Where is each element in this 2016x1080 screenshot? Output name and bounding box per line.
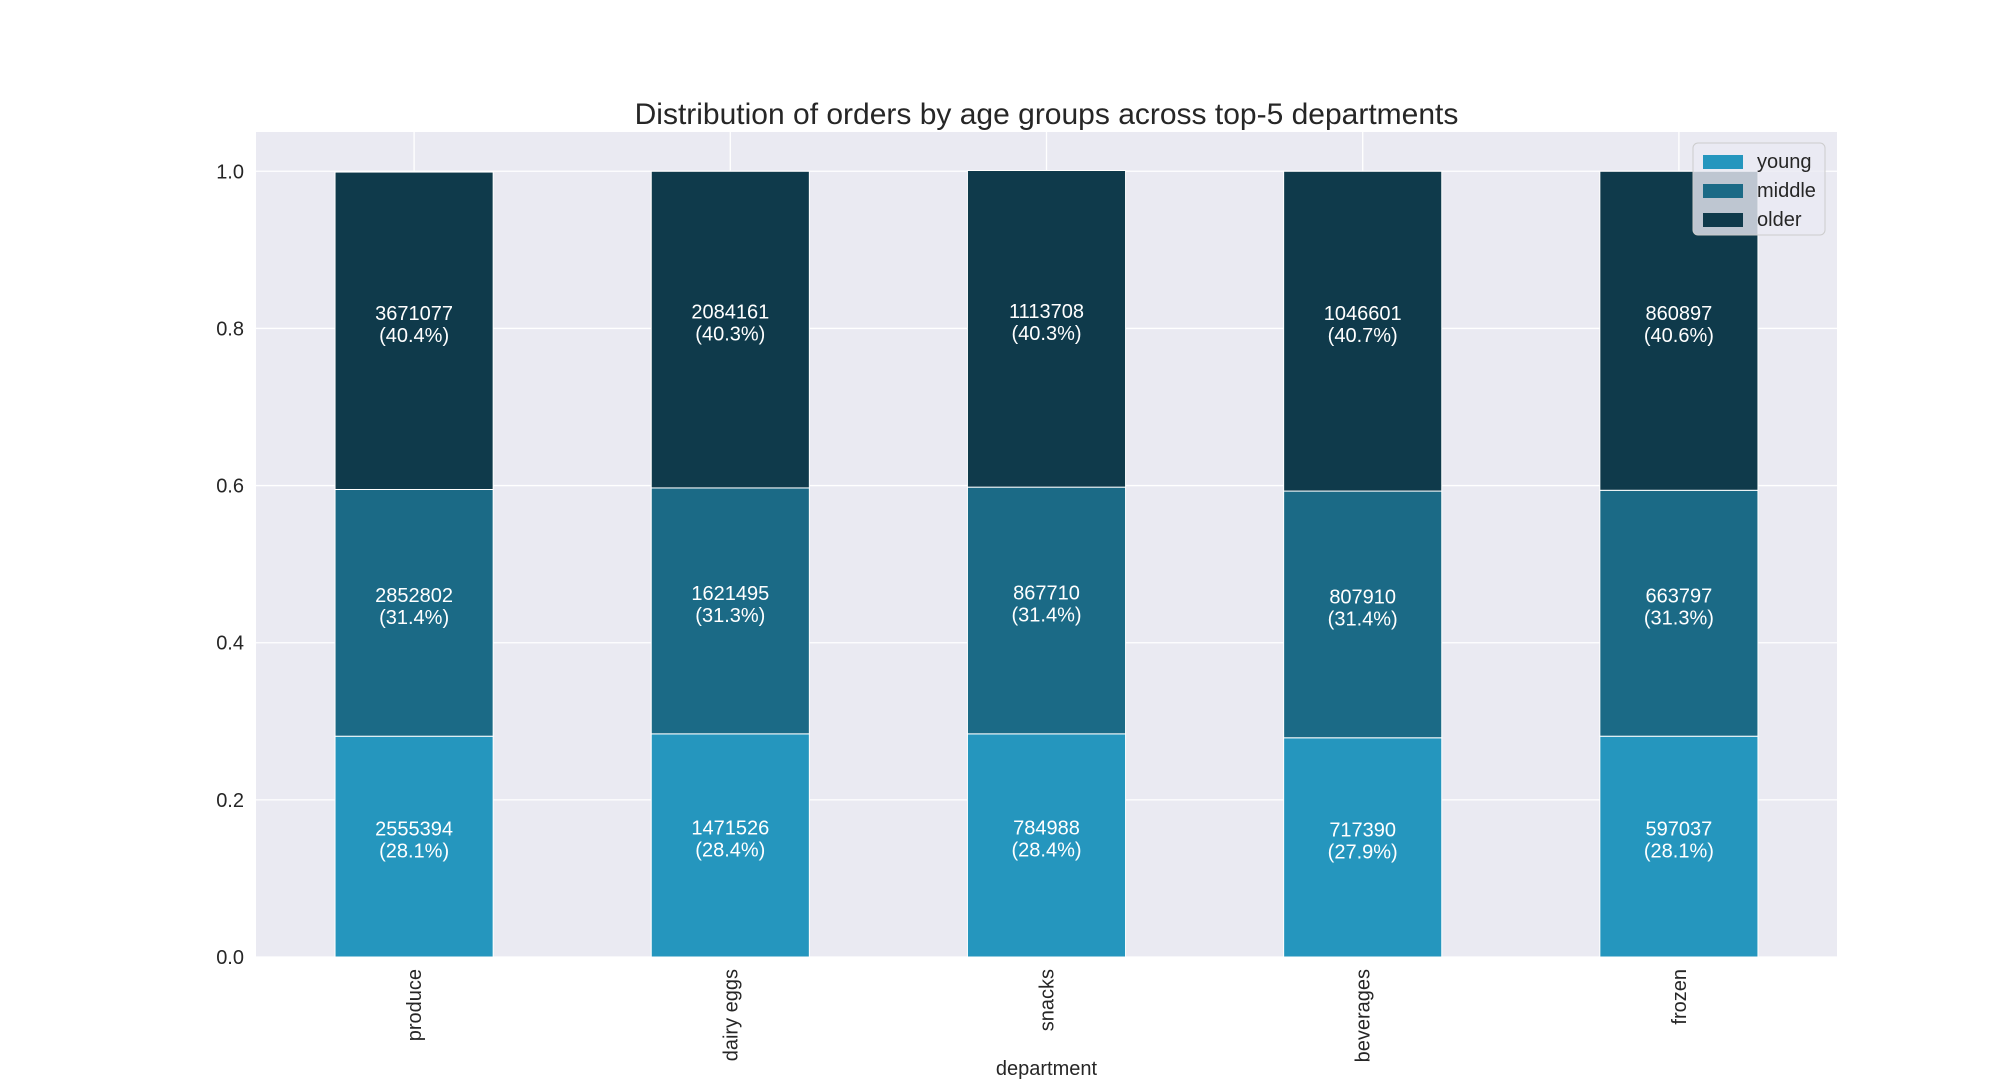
legend-label: middle (1757, 180, 1816, 202)
bar-labels-layer: 2555394 (28.1%) 2852802 (31.4%) 3671077 (40.4… (375, 301, 1714, 864)
bar-data-label: 1113708 (40.3%) (1009, 301, 1084, 345)
bar-middle (1283, 490, 1443, 739)
legend-label: young (1757, 151, 1812, 173)
y-tick-label: 0.8 (216, 318, 244, 340)
legend-swatch (1703, 184, 1743, 198)
bar-young (334, 735, 494, 958)
chart-title: Distribution of orders by age groups acr… (635, 98, 1459, 131)
bar-middle (334, 489, 494, 737)
bar-older (966, 170, 1127, 488)
legend-swatch (1703, 213, 1743, 227)
bar-data-label: 807910 (31.4%) (1328, 586, 1398, 630)
x-tick-label: frozen (1669, 969, 1691, 1025)
bar-data-label: 717390 (27.9%) (1328, 819, 1398, 863)
bar-data-label: 1471526 (28.4%) (691, 817, 769, 861)
bar-young (966, 733, 1127, 958)
bar-young (1283, 737, 1443, 958)
bar-data-label: 2555394 (28.1%) (375, 819, 453, 863)
legend: young middle older (1692, 142, 1826, 236)
x-tick-label: dairy eggs (720, 969, 742, 1061)
x-axis-title: department (996, 1058, 1098, 1080)
x-tick-label: produce (404, 969, 426, 1041)
y-tick-label: 1.0 (216, 161, 244, 183)
bar-data-label: 597037 (28.1%) (1644, 819, 1714, 863)
bar-older (650, 170, 810, 489)
y-tick-label: 0.0 (216, 947, 244, 969)
bar-older (334, 171, 494, 490)
bar-data-label: 3671077 (40.4%) (375, 303, 453, 347)
y-tick-label: 0.4 (216, 633, 244, 655)
y-axis: 0.0 0.2 0.4 0.6 0.8 1.0 (216, 161, 244, 969)
bar-young (650, 733, 810, 958)
bar-data-label: 663797 (31.3%) (1644, 585, 1714, 629)
bar-data-label: 2852802 (31.4%) (375, 585, 453, 629)
bar-data-label: 1046601 (40.7%) (1324, 303, 1402, 347)
bar-middle (650, 487, 810, 735)
y-tick-label: 0.2 (216, 790, 244, 812)
bar-older (1283, 170, 1443, 492)
bar-middle (1599, 489, 1759, 737)
bar-data-label: 867710 (31.4%) (1011, 583, 1081, 627)
bar-data-label: 860897 (40.6%) (1644, 303, 1714, 347)
x-axis: produce dairy eggs snacks beverages frozen (404, 969, 1691, 1062)
y-tick-label: 0.6 (216, 476, 244, 498)
legend-swatch (1703, 155, 1743, 169)
bar-data-label: 2084161 (40.3%) (691, 302, 769, 346)
bar-data-label: 784988 (28.4%) (1011, 817, 1081, 861)
x-tick-label: beverages (1353, 969, 1375, 1062)
bar-data-label: 1621495 (31.3%) (691, 583, 769, 627)
legend-label: older (1757, 209, 1802, 231)
x-tick-label: snacks (1037, 969, 1059, 1031)
bar-young (1599, 735, 1759, 958)
bar-middle (966, 486, 1127, 735)
